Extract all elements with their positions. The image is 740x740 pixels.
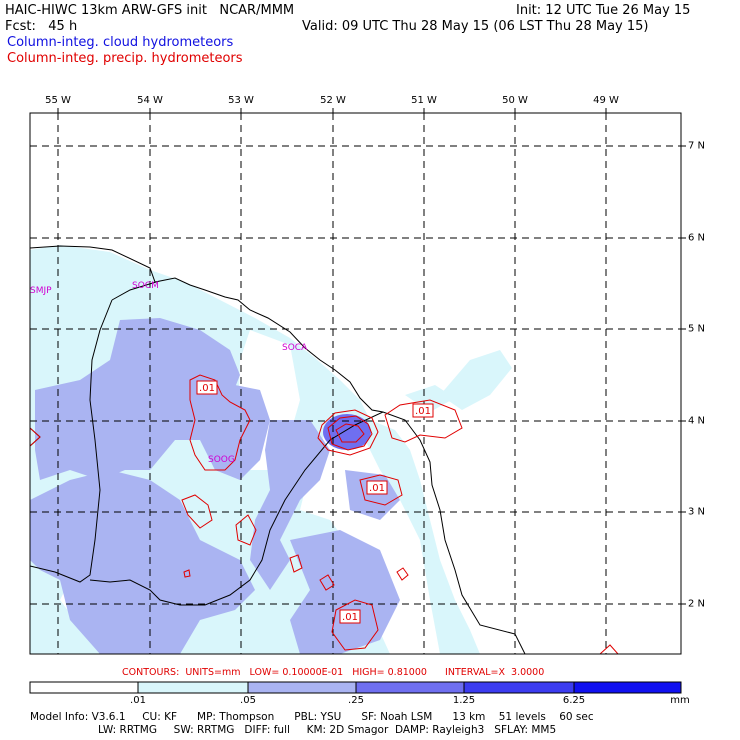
precip-contour-south-4 — [289, 554, 303, 573]
colorbar-seg-2 — [247, 681, 357, 694]
precip-contour-core-mid — [327, 415, 373, 451]
colorbar — [29, 681, 682, 694]
clear-area-2 — [300, 420, 440, 654]
precip-contour-south-2 — [181, 494, 213, 529]
lon-label-54w: 54 W — [137, 95, 163, 106]
cloud-mid-region-2 — [30, 470, 255, 654]
precip-contour-dot-1 — [396, 567, 409, 581]
lat-label-3n: 3 N — [688, 506, 706, 518]
border-suriname-fg — [111, 281, 157, 301]
station-socm: SOCM — [132, 281, 159, 291]
station-soca: SOCA — [282, 343, 308, 353]
station-soog: SOOG — [208, 455, 235, 465]
lon-label-52w: 52 W — [320, 95, 346, 106]
contour-label-1: .01 — [199, 383, 215, 394]
field-cloud-label: Column-integ. cloud hydrometeors — [7, 35, 234, 50]
border-guyana-suriname — [30, 299, 113, 583]
contour-label-2: .01 — [415, 406, 431, 417]
precip-contours — [30, 374, 619, 654]
precip-contour-dot-2 — [183, 569, 191, 578]
precip-contour-south-3 — [235, 514, 257, 546]
precip-contour-core-outer — [317, 409, 379, 456]
colorbar-label-0: .01 — [130, 695, 146, 706]
colorbar-seg-4 — [463, 681, 575, 694]
model-info-line2: LW: RRTMG SW: RRTMG DIFF: full KM: 2D Sm… — [98, 724, 557, 736]
contour-label-3: .01 — [369, 483, 385, 494]
cloud-mid-region-4 — [250, 420, 330, 590]
cloud-mid-region-3 — [200, 380, 270, 480]
cloud-dark-core — [323, 414, 371, 450]
precip-contour-south-1 — [359, 474, 403, 506]
lon-label-51w: 51 W — [411, 95, 437, 106]
precip-contour-east — [384, 399, 463, 443]
lon-label-49w: 49 W — [593, 95, 619, 106]
colorbar-label-3: 1.25 — [452, 695, 476, 706]
lon-label-55w: 55 W — [45, 95, 71, 106]
precip-contour-west — [189, 374, 251, 471]
contours-info: CONTOURS: UNITS=mm LOW= 0.10000E-01 HIGH… — [122, 667, 545, 678]
model-title: HAIC-HIWC 13km ARW-GFS init NCAR/MMM — [5, 3, 295, 18]
cloud-light-offshore — [440, 350, 512, 410]
colorbar-seg-1 — [137, 681, 249, 694]
colorbar-seg-3 — [355, 681, 465, 694]
lon-label-53w: 53 W — [228, 95, 254, 106]
valid-time: Valid: 09 UTC Thu 28 May 15 (06 LST Thu … — [302, 19, 649, 34]
contour-label-4: .01 — [342, 612, 358, 623]
init-time: Init: 12 UTC Tue 26 May 15 — [516, 3, 691, 18]
colorbar-seg-5 — [573, 681, 682, 694]
station-smjp: SMJP — [30, 286, 52, 296]
lat-label-5n: 5 N — [688, 323, 706, 335]
coastline — [30, 245, 526, 654]
cloud-mid-region-5 — [290, 530, 400, 654]
colorbar-unit: mm — [670, 695, 690, 706]
precip-contour-edge — [30, 427, 41, 447]
lat-label-6n: 6 N — [688, 232, 706, 244]
cloud-mid-region — [35, 318, 240, 480]
station-labels: SMJP SOCA SOCM SOOG — [30, 281, 308, 465]
map-frame — [29, 112, 682, 655]
precip-contour-core-inner — [335, 423, 365, 443]
border-fg-brazil — [89, 411, 384, 606]
colorbar-label-4: 6.25 — [562, 695, 586, 706]
model-info-line1: Model Info: V3.6.1 CU: KF MP: Thompson P… — [30, 711, 594, 723]
contour-value-labels: .01 .01 .01 .01 — [196, 380, 434, 624]
lat-label-7n: 7 N — [688, 140, 706, 152]
precip-contour-south-6 — [331, 599, 379, 651]
field-precip-label: Column-integ. precip. hydrometeors — [7, 51, 243, 66]
colorbar-label-1: .05 — [240, 695, 256, 706]
lon-label-50w: 50 W — [502, 95, 528, 106]
precip-contour-se — [599, 644, 619, 654]
lat-label-2n: 2 N — [688, 598, 706, 610]
colorbar-seg-0 — [29, 681, 139, 694]
lat-label-4n: 4 N — [688, 415, 706, 427]
colorbar-label-2: .25 — [348, 695, 364, 706]
precip-contour-south-5 — [319, 574, 335, 591]
cloud-light-offshore-2 — [405, 385, 455, 412]
forecast-hour: Fcst: 45 h — [5, 19, 78, 34]
axis-ticks — [57, 108, 686, 605]
lat-lon-grid — [30, 113, 681, 654]
